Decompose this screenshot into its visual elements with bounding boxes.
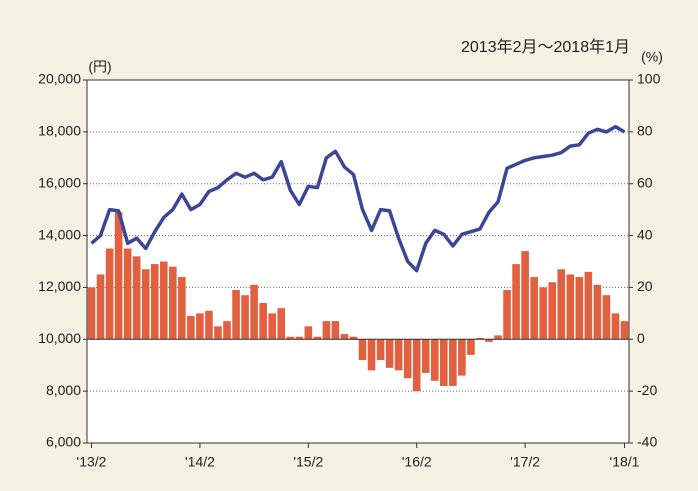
y2-tick-label: -40	[637, 434, 657, 450]
plot-frame	[86, 79, 630, 444]
x-tick-label: '17/2	[510, 454, 540, 470]
bar	[512, 264, 520, 340]
bar	[241, 295, 249, 340]
bar	[349, 336, 358, 340]
bar	[105, 248, 114, 340]
bar	[295, 336, 304, 340]
bar	[548, 282, 557, 340]
y-axis-label: (円)	[88, 59, 111, 75]
bar	[430, 339, 439, 381]
bar	[575, 277, 584, 340]
bar	[494, 335, 502, 340]
bar	[376, 339, 385, 361]
bar	[557, 269, 566, 340]
bar	[232, 290, 240, 340]
y2-tick-label: 0	[637, 330, 645, 346]
x-tick-label: '18/1	[610, 454, 640, 470]
bar	[322, 321, 331, 340]
bar	[159, 261, 168, 340]
y-tick-label: 14,000	[38, 226, 81, 242]
x-tick-label: '13/2	[77, 454, 107, 470]
bar	[259, 302, 267, 340]
bar	[214, 326, 222, 340]
y2-tick-label: 100	[637, 71, 661, 87]
bar	[169, 266, 177, 340]
y-tick-label: 6,000	[46, 434, 81, 450]
bar	[367, 339, 376, 371]
subtitle: 2013年2月～2018年1月	[461, 38, 630, 56]
y2-tick-label: 80	[637, 123, 653, 139]
bar	[458, 339, 466, 376]
y-tick-label: 10,000	[38, 330, 81, 346]
y2-tick-label: 20	[637, 278, 653, 294]
y2-tick-label: 40	[637, 226, 653, 242]
bar	[123, 248, 132, 340]
bar	[268, 313, 276, 340]
y2-axis-label: (%)	[641, 49, 663, 65]
bar	[440, 339, 448, 386]
bar	[584, 271, 593, 340]
plot-area	[87, 80, 629, 443]
line	[90, 124, 626, 273]
bar	[331, 321, 340, 340]
x-tick-label: '16/2	[402, 454, 432, 470]
y-tick-label: 8,000	[46, 382, 81, 398]
bar	[539, 287, 547, 340]
y2-tick-label: 60	[637, 174, 653, 190]
bar	[187, 315, 195, 340]
bar	[205, 310, 213, 340]
bar	[313, 336, 322, 340]
bar	[530, 277, 538, 340]
bar	[476, 337, 484, 340]
bar	[620, 321, 629, 340]
bar	[196, 313, 204, 340]
x-tick-label: '14/2	[185, 454, 215, 470]
bar	[304, 326, 313, 340]
y-tick-label: 16,000	[38, 174, 81, 190]
bar	[593, 284, 602, 340]
bar	[223, 321, 231, 340]
bar	[521, 251, 529, 340]
x-tick-label: '15/2	[293, 454, 323, 470]
bar	[286, 336, 295, 340]
bar	[178, 277, 186, 340]
bar	[250, 284, 258, 340]
y2-tick-label: -20	[637, 382, 657, 398]
bar	[602, 295, 611, 340]
bar	[403, 339, 412, 379]
y-tick-label: 12,000	[38, 278, 81, 294]
bar	[150, 264, 159, 340]
bar	[412, 339, 421, 392]
bar	[566, 274, 575, 340]
bar	[467, 339, 475, 355]
bar	[340, 334, 349, 340]
bar	[385, 339, 394, 368]
bar	[449, 339, 457, 386]
y-tick-label: 18,000	[38, 123, 81, 139]
bar	[114, 212, 123, 340]
bar	[87, 287, 96, 340]
bar	[277, 308, 286, 340]
y-tick-label: 20,000	[38, 71, 81, 87]
bar	[141, 269, 150, 340]
bar	[394, 339, 403, 371]
bar	[358, 339, 367, 361]
bar	[132, 256, 141, 340]
bar	[611, 313, 620, 340]
bar	[421, 339, 430, 373]
bar	[485, 339, 493, 342]
bar	[503, 290, 511, 340]
bar	[96, 274, 105, 340]
